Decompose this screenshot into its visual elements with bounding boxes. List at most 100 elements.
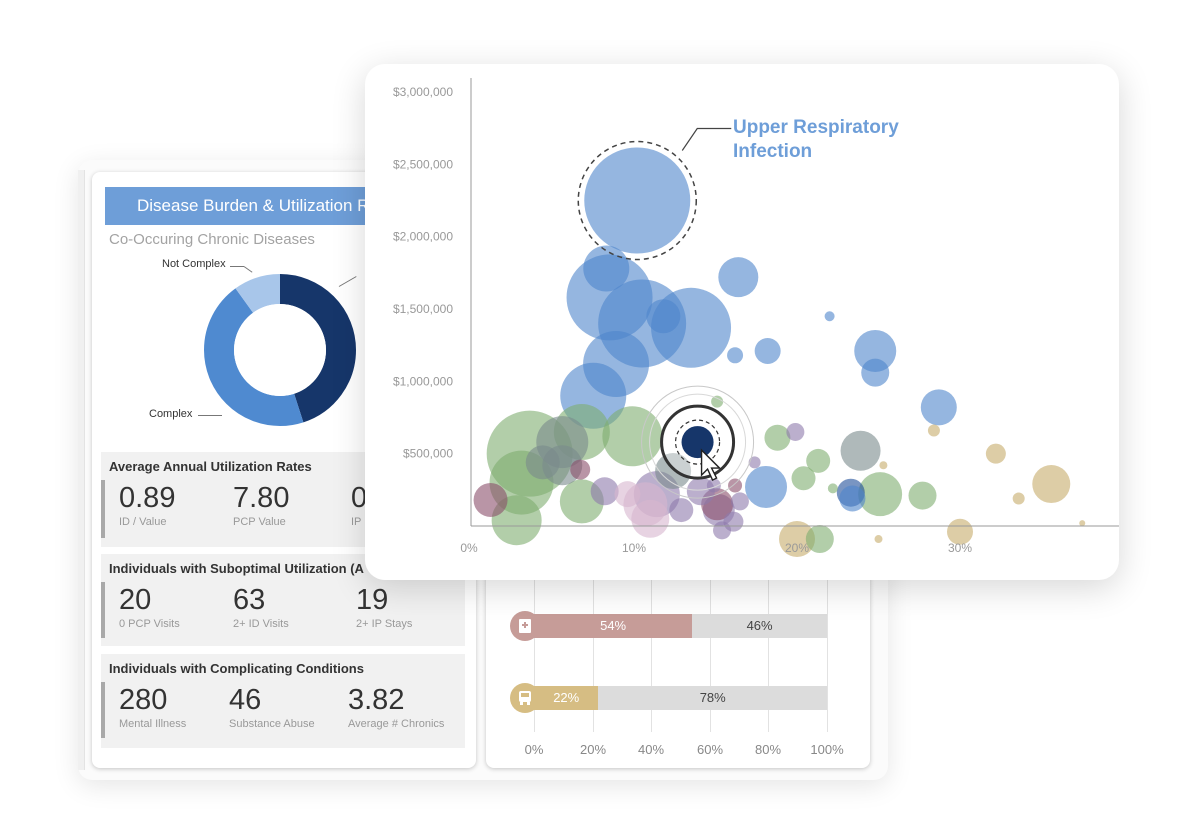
bubble-green[interactable] xyxy=(602,406,663,467)
bubble-pink[interactable] xyxy=(614,481,641,508)
section-title: Average Annual Utilization Rates xyxy=(109,459,312,474)
bubble-chart[interactable]: $3,000,000 $2,500,000 $2,000,000 $1,500,000… xyxy=(365,64,1119,580)
donut-segment-medium[interactable] xyxy=(204,274,356,426)
bar-segment-left[interactable]: 22% xyxy=(534,686,599,710)
bubble-maroon[interactable] xyxy=(728,478,743,493)
bus-icon xyxy=(510,683,540,713)
metric-average-chronics: 3.82 Average # Chronics xyxy=(348,684,444,730)
y-tick-label: $500,000 xyxy=(403,447,453,461)
section-title: Individuals with Complicating Conditions xyxy=(109,661,364,676)
bubble-tan[interactable] xyxy=(1012,492,1025,505)
bubble-tan[interactable] xyxy=(1079,520,1086,527)
bubble-tan[interactable] xyxy=(927,424,940,437)
donut-segment-light[interactable] xyxy=(204,274,356,426)
section-title: Individuals with Suboptimal Utilization … xyxy=(109,561,364,576)
bar-segment-right[interactable]: 78% xyxy=(598,686,827,710)
bubble-purple[interactable] xyxy=(590,477,619,506)
bubble-gray[interactable] xyxy=(840,430,881,471)
stacked-bar-row[interactable]: 54% 46% xyxy=(534,614,827,638)
bubble-pink[interactable] xyxy=(631,499,670,538)
x-tick-label: 0% xyxy=(460,541,478,555)
bubble-green[interactable] xyxy=(791,466,816,491)
bubble-purple[interactable] xyxy=(786,422,805,441)
bubble-purple[interactable] xyxy=(713,521,732,540)
bubble-blue[interactable] xyxy=(583,245,630,292)
metric-label: 0 PCP Visits xyxy=(119,618,180,630)
bubble-purple[interactable] xyxy=(706,478,721,493)
section-accent xyxy=(101,582,105,638)
metric-value: 7.80 xyxy=(233,482,290,514)
bubble-blue[interactable] xyxy=(745,465,788,508)
bubble-blue[interactable] xyxy=(646,299,681,334)
bubble-purple[interactable] xyxy=(748,456,761,469)
bubble-blue[interactable] xyxy=(839,485,866,512)
metric-label: Mental Illness xyxy=(119,718,187,730)
metric-value: 20 xyxy=(119,584,152,616)
bubble-tan[interactable] xyxy=(947,518,973,545)
bubble-tan[interactable] xyxy=(779,521,815,558)
bubble-annotation: Upper Respiratory Infection xyxy=(733,116,933,164)
metric-label: Average # Chronics xyxy=(348,718,445,730)
bubble-tan[interactable] xyxy=(1032,465,1071,504)
leader-line xyxy=(243,266,253,273)
donut-title: Co-Occuring Chronic Diseases xyxy=(109,231,315,248)
bubble-blue[interactable] xyxy=(718,257,759,298)
bubble-blue[interactable] xyxy=(920,389,957,426)
stacked-bar-row[interactable]: 22% 78% xyxy=(534,686,827,710)
bubble-tan[interactable] xyxy=(985,443,1006,464)
x-tick-label: 20% xyxy=(785,541,809,555)
bubble-purple[interactable] xyxy=(669,498,694,523)
cursor-icon xyxy=(700,448,722,482)
x-tick-label: 40% xyxy=(637,742,665,757)
bubble-tan[interactable] xyxy=(879,461,888,470)
annotation-leader xyxy=(681,127,732,151)
bubble-layer xyxy=(473,127,1086,558)
grid-line xyxy=(593,560,594,732)
chart-axes: $3,000,000 $2,500,000 $2,000,000 $1,500,000… xyxy=(393,78,1119,555)
focused-bubble[interactable] xyxy=(681,426,714,459)
co-occuring-donut-chart[interactable] xyxy=(204,274,356,426)
section-accent xyxy=(101,480,105,538)
bubble-green[interactable] xyxy=(764,424,791,451)
bubble-blue[interactable] xyxy=(854,329,897,372)
bubble-blue[interactable] xyxy=(727,347,744,364)
focus-ring-outer xyxy=(641,385,755,499)
highlight-ring xyxy=(577,140,698,261)
bubble-maroon[interactable] xyxy=(570,459,591,480)
bar-segment-left[interactable]: 54% xyxy=(534,614,693,638)
x-tick-label: 60% xyxy=(696,742,724,757)
grid-line xyxy=(534,560,535,732)
x-tick-label: 30% xyxy=(948,541,972,555)
disease-burden-header[interactable]: Disease Burden & Utilization R xyxy=(105,187,385,225)
bubble-blue[interactable] xyxy=(584,147,691,254)
bubble-green[interactable] xyxy=(805,525,834,554)
y-tick-label: $2,000,000 xyxy=(393,230,453,244)
panel-edge xyxy=(78,170,85,770)
bubble-tan[interactable] xyxy=(874,535,883,544)
metric-substance-abuse: 46 Substance Abuse xyxy=(229,684,315,730)
y-tick-label: $1,000,000 xyxy=(393,374,453,388)
metric-mental-illness: 280 Mental Illness xyxy=(119,684,186,730)
y-tick-label: $1,500,000 xyxy=(393,302,453,316)
bubble-gray[interactable] xyxy=(525,445,560,480)
bar-segment-right[interactable]: 46% xyxy=(692,614,827,638)
bubble-green[interactable] xyxy=(858,472,903,517)
bubble-green[interactable] xyxy=(711,395,724,408)
bubble-green[interactable] xyxy=(806,448,831,473)
donut-label-not-complex: Not Complex xyxy=(162,258,226,270)
bubble-gray[interactable] xyxy=(655,453,692,490)
bubble-blue[interactable] xyxy=(754,337,781,364)
metric-value: 0 xyxy=(351,482,368,514)
metric-value: 0.89 xyxy=(119,482,176,514)
metric-label: 2+ IP Stays xyxy=(356,618,413,630)
bubble-purple[interactable] xyxy=(730,492,749,511)
bubble-maroon[interactable] xyxy=(473,482,508,517)
bubble-blue[interactable] xyxy=(824,311,835,322)
bubble-green[interactable] xyxy=(908,481,937,510)
metric-label: PCP Value xyxy=(233,516,286,528)
bubble-green[interactable] xyxy=(827,483,838,494)
bubble-chart-card: $3,000,000 $2,500,000 $2,000,000 $1,500,000… xyxy=(365,64,1119,580)
x-tick-label: 10% xyxy=(622,541,646,555)
bubble-blue[interactable] xyxy=(861,358,890,387)
y-tick-label: $3,000,000 xyxy=(393,85,453,99)
